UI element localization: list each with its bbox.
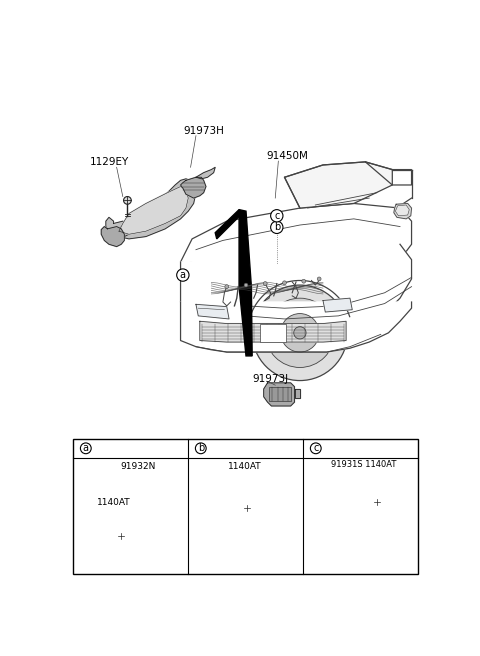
Circle shape (294, 327, 306, 339)
Polygon shape (264, 383, 295, 406)
Text: 1140AT: 1140AT (96, 499, 130, 507)
Circle shape (373, 498, 381, 506)
Text: 91931S 1140AT: 91931S 1140AT (331, 460, 397, 469)
Circle shape (225, 285, 228, 289)
Polygon shape (323, 298, 352, 312)
Bar (73, 439, 418, 574)
Polygon shape (106, 217, 131, 237)
Polygon shape (119, 186, 188, 234)
Polygon shape (106, 179, 196, 239)
Text: 1129EY: 1129EY (89, 157, 129, 167)
Circle shape (81, 443, 91, 454)
Circle shape (265, 298, 335, 367)
Circle shape (177, 269, 189, 281)
Circle shape (252, 285, 348, 380)
Text: 1140AT: 1140AT (228, 462, 262, 471)
Polygon shape (285, 162, 392, 208)
Circle shape (244, 283, 248, 287)
Circle shape (243, 504, 251, 512)
Polygon shape (180, 203, 411, 262)
Bar (260, 323, 286, 342)
Circle shape (317, 277, 321, 281)
Polygon shape (180, 244, 411, 333)
Circle shape (302, 279, 306, 283)
Polygon shape (129, 499, 144, 529)
Text: a: a (180, 270, 186, 280)
Polygon shape (180, 177, 206, 198)
Circle shape (360, 499, 366, 504)
Circle shape (353, 521, 358, 525)
Text: a: a (83, 443, 89, 453)
Polygon shape (234, 517, 252, 533)
Text: b: b (274, 222, 280, 232)
Text: c: c (274, 211, 279, 221)
Polygon shape (196, 304, 229, 319)
Bar (269, 387, 291, 401)
Polygon shape (351, 497, 368, 533)
Circle shape (138, 500, 143, 505)
Circle shape (264, 281, 267, 285)
Text: 91973H: 91973H (183, 126, 224, 136)
Circle shape (195, 443, 206, 454)
Polygon shape (365, 162, 411, 185)
Polygon shape (200, 321, 346, 342)
Text: 91973J: 91973J (252, 374, 288, 384)
Circle shape (123, 197, 131, 204)
Polygon shape (215, 210, 240, 239)
Text: 91932N: 91932N (120, 462, 156, 471)
Circle shape (271, 221, 283, 234)
Polygon shape (394, 203, 411, 219)
Polygon shape (396, 205, 409, 216)
Polygon shape (101, 226, 124, 247)
Polygon shape (196, 167, 215, 179)
Circle shape (283, 281, 287, 285)
Circle shape (281, 314, 319, 352)
Circle shape (271, 210, 283, 222)
Polygon shape (239, 210, 252, 356)
Circle shape (311, 443, 321, 454)
Circle shape (117, 532, 125, 540)
Text: c: c (313, 443, 318, 453)
Text: 91450M: 91450M (267, 151, 309, 161)
Text: b: b (198, 443, 204, 453)
Polygon shape (180, 302, 411, 352)
Polygon shape (295, 389, 300, 398)
